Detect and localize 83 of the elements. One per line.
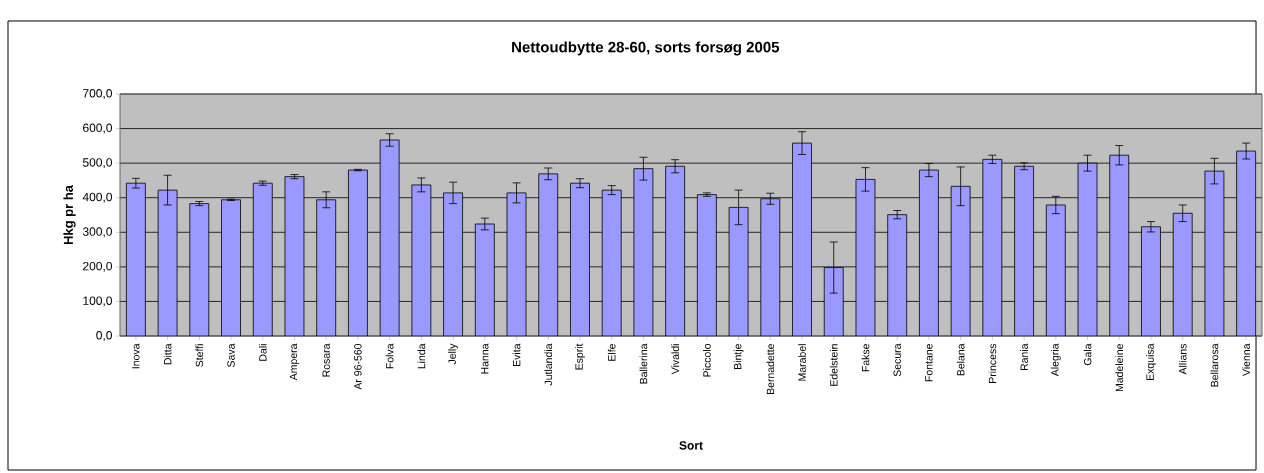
x-tick-label: Ampera [289, 343, 300, 381]
x-tick-label: Inova [132, 343, 140, 369]
x-tick-label: Sava [227, 343, 235, 367]
bar [1045, 204, 1066, 336]
x-tick-label: Piccolo [703, 343, 711, 377]
y-tick-label: 500,0 [82, 158, 113, 169]
x-tick-label: Elfe [607, 343, 616, 361]
bar [474, 223, 495, 336]
x-tick-label: Ar 96-560 [354, 343, 362, 390]
x-tick-label: Fakse [861, 343, 870, 372]
x-tick-label: Princess [988, 343, 997, 383]
bar [665, 165, 686, 336]
bar [411, 184, 432, 336]
x-tick-label: Fontane [925, 343, 933, 382]
bar [443, 192, 463, 336]
y-tick-label: 0,0 [96, 331, 113, 341]
bar [538, 173, 559, 336]
x-tick-label: Belana [956, 343, 965, 376]
bar [1014, 165, 1034, 336]
bar [252, 182, 273, 336]
bar [570, 182, 590, 336]
x-axis-title: Sort [679, 441, 703, 450]
x-tick-label: Allians [1178, 343, 1187, 375]
x-tick-label: Jelly [448, 343, 458, 365]
chart-title: Nettoudbytte 28-60, sorts forsøg 2005 [512, 41, 780, 56]
bar [855, 178, 876, 336]
x-tick-label: Vivaldi [671, 344, 679, 375]
bar [760, 198, 781, 336]
bar [379, 139, 400, 336]
bar [348, 169, 368, 336]
x-tick-label: Folva [385, 343, 394, 369]
bar [1109, 154, 1130, 336]
bar [919, 169, 939, 336]
x-tick-label: Exquisa [1146, 343, 1156, 381]
bar [1172, 212, 1193, 336]
bar [125, 182, 146, 336]
x-tick-label: Jutlandia [544, 343, 553, 386]
bar [792, 142, 812, 336]
bar [633, 168, 654, 336]
x-tick-label: Vienna [1242, 343, 1250, 376]
x-tick-label: Marabel [798, 344, 806, 381]
x-tick-label: Steffi [195, 344, 204, 367]
y-tick-label: 600,0 [83, 123, 113, 134]
x-tick-label: Madeleine [1115, 344, 1124, 392]
x-tick-label: Evita [512, 343, 521, 366]
bar [157, 189, 178, 336]
bar [728, 207, 749, 336]
bar [506, 192, 527, 336]
x-tick-label: Ballerina [639, 343, 648, 384]
bar [1077, 162, 1098, 336]
x-tick-label: Rosara [322, 343, 330, 377]
bar [1141, 226, 1161, 336]
x-tick-label: Esprit [575, 343, 585, 370]
x-tick-label: Gala [1083, 343, 1092, 366]
x-tick-label: Dali [258, 344, 267, 361]
bar [696, 194, 717, 336]
bar [221, 199, 241, 336]
x-tick-label: Hanna [481, 343, 489, 374]
bar [601, 189, 622, 336]
bar [887, 214, 908, 336]
bar [950, 185, 971, 336]
x-tick-label: Alegria [1050, 343, 1061, 377]
bar [1236, 150, 1257, 336]
y-tick-label: 200,0 [83, 261, 113, 272]
x-tick-label: Secura [893, 343, 901, 377]
bar [284, 176, 305, 336]
bar [823, 267, 844, 336]
x-tick-label: Ditta [163, 343, 172, 365]
y-tick-label: 400,0 [82, 192, 113, 203]
bar [189, 203, 210, 336]
x-tick-label: Edelstein [829, 344, 838, 386]
x-tick-label: Rania [1020, 343, 1028, 371]
bar [316, 199, 337, 336]
x-tick-label: Bintje [733, 343, 744, 369]
x-tick-label: Linda [417, 343, 426, 369]
y-axis-title: Hkg pr ha [63, 184, 76, 245]
bar [1204, 170, 1225, 336]
bar [982, 158, 1003, 336]
y-tick-label: 700,0 [83, 89, 113, 99]
x-tick-label: Bellarosa [1210, 343, 1219, 387]
y-tick-label: 100,0 [83, 296, 113, 307]
x-tick-label: Bernadette [766, 343, 775, 395]
y-tick-label: 300,0 [82, 227, 113, 238]
